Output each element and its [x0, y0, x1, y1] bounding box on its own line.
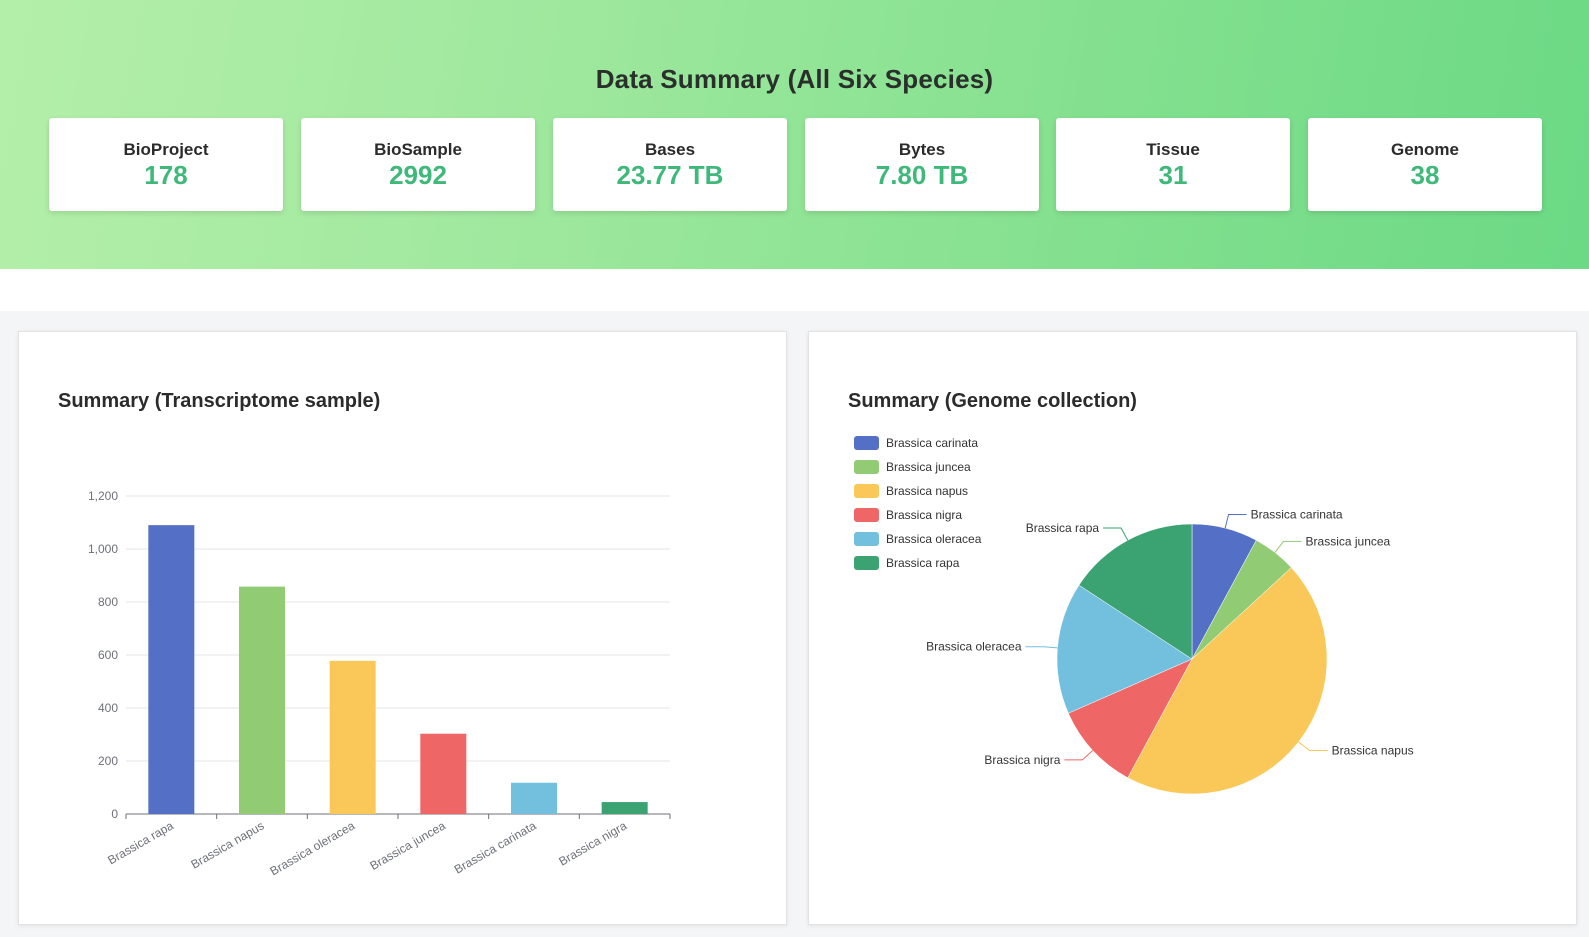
slice-label: Brassica rapa	[1026, 521, 1100, 535]
slice-label: Brassica carinata	[1251, 508, 1343, 522]
y-tick-label: 1,200	[88, 489, 118, 503]
legend-swatch[interactable]	[854, 484, 879, 498]
pie-slice[interactable]	[1078, 523, 1193, 660]
legend-label[interactable]: Brassica napus	[886, 484, 968, 498]
pie-chart-title: Summary (Genome collection)	[848, 390, 1137, 412]
legend-swatch[interactable]	[854, 532, 879, 546]
stat-card-genome: Genome 38	[1308, 118, 1542, 211]
legend-swatch[interactable]	[854, 460, 879, 474]
bar	[329, 660, 376, 814]
leader-line	[1298, 741, 1328, 752]
leader-line	[1064, 750, 1094, 761]
x-tick-label: Brassica napus	[188, 818, 266, 871]
x-tick-label: Brassica carinata	[452, 818, 539, 876]
leader-line	[1103, 527, 1129, 541]
y-tick-label: 400	[98, 701, 118, 715]
pie-slice[interactable]	[1056, 584, 1193, 714]
slice-label: Brassica nigra	[984, 753, 1060, 767]
transcriptome-chart-card: Summary (Transcriptome sample) 0 200 400 60…	[18, 331, 787, 925]
leader-line	[1274, 540, 1302, 553]
x-tick-label: Brassica nigra	[556, 818, 629, 868]
legend-label[interactable]: Brassica juncea	[886, 460, 971, 474]
legend-swatch[interactable]	[854, 436, 879, 450]
slice-label: Brassica oleracea	[926, 640, 1022, 654]
stat-card-tissue: Tissue 31	[1056, 118, 1290, 211]
legend-label[interactable]: Brassica rapa	[886, 556, 960, 570]
stat-value: 31	[1158, 160, 1188, 190]
stat-card-biosample: BioSample 2992	[301, 118, 535, 211]
y-tick-label: 600	[98, 648, 118, 662]
bar	[511, 782, 557, 814]
bar-chart-title: Summary (Transcriptome sample)	[58, 390, 381, 412]
stat-label: Bases	[644, 140, 696, 159]
y-tick-label: 800	[98, 595, 118, 609]
stat-label: BioProject	[123, 140, 209, 159]
leader-line	[1025, 646, 1058, 649]
summary-header: Data Summary (All Six Species) BioProjec…	[0, 0, 1589, 269]
legend-label[interactable]: Brassica nigra	[886, 508, 962, 522]
x-tick-label: Brassica oleracea	[268, 818, 358, 878]
bar	[420, 733, 467, 814]
pie-chart: Brassica carinata Brassica juncea Brassica…	[854, 436, 1414, 795]
x-tick-label: Brassica juncea	[367, 818, 448, 873]
bar	[148, 525, 195, 814]
stat-label: Tissue	[1146, 140, 1200, 159]
genome-chart-card: Summary (Genome collection) Brassica car…	[808, 331, 1577, 925]
stat-value: 7.80 TB	[875, 160, 969, 190]
x-tick-label: Brassica rapa	[105, 818, 176, 867]
stat-value: 23.77 TB	[616, 160, 724, 190]
stat-value: 38	[1410, 160, 1440, 190]
page-title: Data Summary (All Six Species)	[595, 64, 994, 94]
bar	[601, 802, 648, 814]
stat-value: 2992	[389, 160, 447, 190]
stat-value: 178	[144, 160, 188, 190]
stat-label: BioSample	[374, 140, 462, 159]
pie-slice[interactable]	[1068, 658, 1193, 779]
separator-band	[0, 269, 1589, 311]
slice-label: Brassica juncea	[1306, 534, 1391, 548]
legend-label[interactable]: Brassica oleracea	[886, 532, 982, 546]
stat-label: Genome	[1390, 140, 1460, 159]
y-tick-label: 1,000	[88, 542, 118, 556]
y-tick-label: 0	[111, 807, 118, 821]
y-tick-label: 200	[98, 754, 118, 768]
legend-swatch[interactable]	[854, 508, 879, 522]
stat-card-bytes: Bytes 7.80 TB	[805, 118, 1039, 211]
bar	[239, 586, 285, 814]
stat-label: Bytes	[898, 140, 946, 159]
slice-label: Brassica napus	[1332, 744, 1414, 758]
stat-card-bases: Bases 23.77 TB	[553, 118, 787, 211]
legend-swatch[interactable]	[854, 556, 879, 570]
legend-label[interactable]: Brassica carinata	[886, 436, 978, 450]
leader-line	[1224, 514, 1247, 529]
stat-card-bioproject: BioProject 178	[49, 118, 283, 211]
